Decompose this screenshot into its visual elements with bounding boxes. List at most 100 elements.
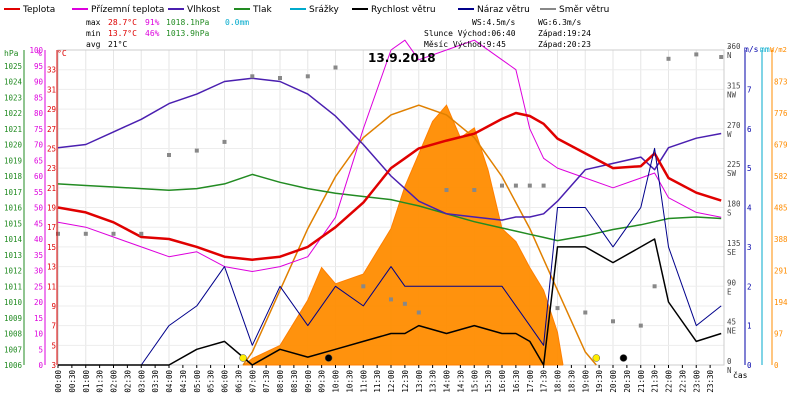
pct-tick-label: 60: [34, 172, 44, 181]
legend-label: Rychlost větru: [371, 5, 436, 15]
stat-avg-temp: 21°C: [108, 40, 127, 49]
stat-max-hum: 91%: [145, 18, 160, 27]
dir-tick-label: 180: [727, 200, 741, 209]
hpa-tick-label: 1022: [4, 109, 22, 118]
wm2-tick-label: 776: [774, 109, 788, 118]
wind-direction-point: [222, 139, 227, 144]
temp-tick-label: 5: [51, 341, 56, 350]
hpa-tick-label: 1021: [4, 125, 22, 134]
x-tick-label: 01:00: [82, 370, 91, 393]
pct-tick-label: 25: [34, 282, 43, 291]
x-tick-label: 19:30: [595, 370, 604, 393]
x-tick-label: 13:00: [415, 370, 424, 393]
wm2-tick-label: 291: [774, 267, 788, 276]
x-tick-label: 06:00: [221, 370, 230, 393]
wind-direction-point: [389, 297, 393, 302]
wind-direction-point: [472, 188, 477, 192]
dir-tick-label: 360: [727, 42, 741, 51]
moonrise-marker: [324, 354, 333, 362]
ms-tick-label: 1: [747, 322, 752, 331]
axes-layer: 00:00 00:30 01:00 01:30 02:00 02:30 03:00 03:30…: [4, 42, 788, 393]
x-tick-label: 17:00: [526, 370, 535, 393]
ms-unit: m/s: [744, 45, 759, 54]
temp-tick-label: 23: [47, 164, 56, 173]
wind-direction-point: [56, 231, 60, 236]
wm2-tick-label: 97: [774, 330, 783, 339]
x-tick-label: 07:30: [262, 370, 271, 393]
ground-temperature-line: [57, 39, 722, 272]
hpa-tick-label: 1016: [4, 204, 23, 213]
hpa-tick-label: 1018: [4, 172, 23, 181]
wm2-tick-label: 679: [774, 141, 788, 150]
wind-direction-point: [83, 231, 88, 236]
dir-tick-name: SE: [727, 248, 737, 257]
solar-radiation-layer: [242, 104, 597, 366]
x-tick-label: 16:00: [498, 370, 507, 393]
x-axis-label: čas: [733, 370, 748, 380]
legend: Teplota Přízemní teplota Vlhkost Tlak Srážky…: [4, 5, 609, 15]
wind-direction-point: [555, 306, 560, 311]
pct-unit: %: [37, 49, 42, 58]
x-tick-label: 10:30: [345, 370, 354, 393]
dir-tick-label: 135: [727, 239, 741, 248]
x-tick-label: 11:00: [359, 370, 368, 393]
temp-tick-label: 31: [47, 85, 56, 94]
x-tick-label: 21:30: [651, 370, 660, 393]
dir-tick-name: NE: [727, 327, 737, 336]
x-tick-label: 21:00: [637, 370, 646, 393]
wind-direction-point: [167, 153, 171, 157]
wind-direction-point: [666, 56, 671, 61]
wind-direction-point: [694, 52, 699, 57]
hpa-unit: hPa: [4, 49, 19, 58]
temp-tick-label: 3: [51, 361, 56, 370]
legend-label: Směr větru: [559, 5, 609, 15]
x-tick-label: 20:30: [623, 370, 632, 393]
dir-tick-label: 90: [727, 278, 737, 287]
info-sun: Slunce Východ:06:40: [424, 29, 516, 38]
temp-tick-label: 15: [47, 243, 56, 252]
solar-radiation-area: [242, 104, 564, 366]
pct-tick-label: 75: [34, 125, 43, 134]
stat-max-temp: 28.7°C: [108, 18, 137, 27]
wind-gust-line: [58, 147, 722, 366]
series-layer: [56, 39, 724, 366]
sunset-marker: [592, 354, 601, 362]
x-tick-label: 08:30: [290, 370, 299, 393]
stat-min-press: 1013.9hPa: [166, 29, 210, 38]
wind-direction-point: [194, 148, 199, 153]
pct-tick-label: 40: [34, 235, 44, 244]
wind-direction-point: [416, 310, 421, 315]
x-tick-label: 03:00: [137, 370, 146, 393]
x-tick-label: 06:30: [234, 370, 243, 393]
hpa-tick-label: 1010: [4, 298, 23, 307]
temp-tick-label: 9: [51, 302, 56, 311]
hpa-tick-label: 1023: [4, 93, 22, 102]
hpa-tick-label: 1017: [4, 188, 22, 197]
pct-tick-label: 85: [34, 93, 43, 102]
legend-label: Přízemní teplota: [91, 5, 164, 15]
pct-tick-label: 80: [34, 109, 44, 118]
moonset-marker: [619, 354, 628, 362]
x-tick-label: 09:00: [304, 370, 313, 393]
dir-tick-label: 0: [727, 357, 732, 366]
x-tick-label: 22:30: [678, 370, 687, 393]
wind-direction-point: [139, 231, 144, 236]
clear-sky-line: [242, 104, 597, 366]
wind-direction-point: [402, 301, 407, 306]
x-tick-label: 05:30: [207, 370, 216, 393]
stat-min-temp: 13.7°C: [108, 29, 137, 38]
hpa-tick-label: 1014: [4, 235, 23, 244]
ms-tick-label: 2: [747, 282, 752, 291]
x-tick-label: 22:00: [665, 370, 674, 393]
x-tick-label: 01:30: [96, 370, 105, 393]
temp-tick-label: 7: [51, 322, 56, 331]
temp-tick-label: 11: [47, 282, 56, 291]
x-tick-label: 16:30: [512, 370, 521, 393]
x-tick-label: 14:30: [456, 370, 465, 393]
pct-tick-label: 5: [38, 345, 43, 354]
legend-label: Náraz větru: [477, 5, 530, 15]
x-tick-label: 07:00: [248, 370, 257, 393]
pct-tick-label: 90: [34, 78, 44, 87]
dir-tick-label: 225: [727, 160, 741, 169]
